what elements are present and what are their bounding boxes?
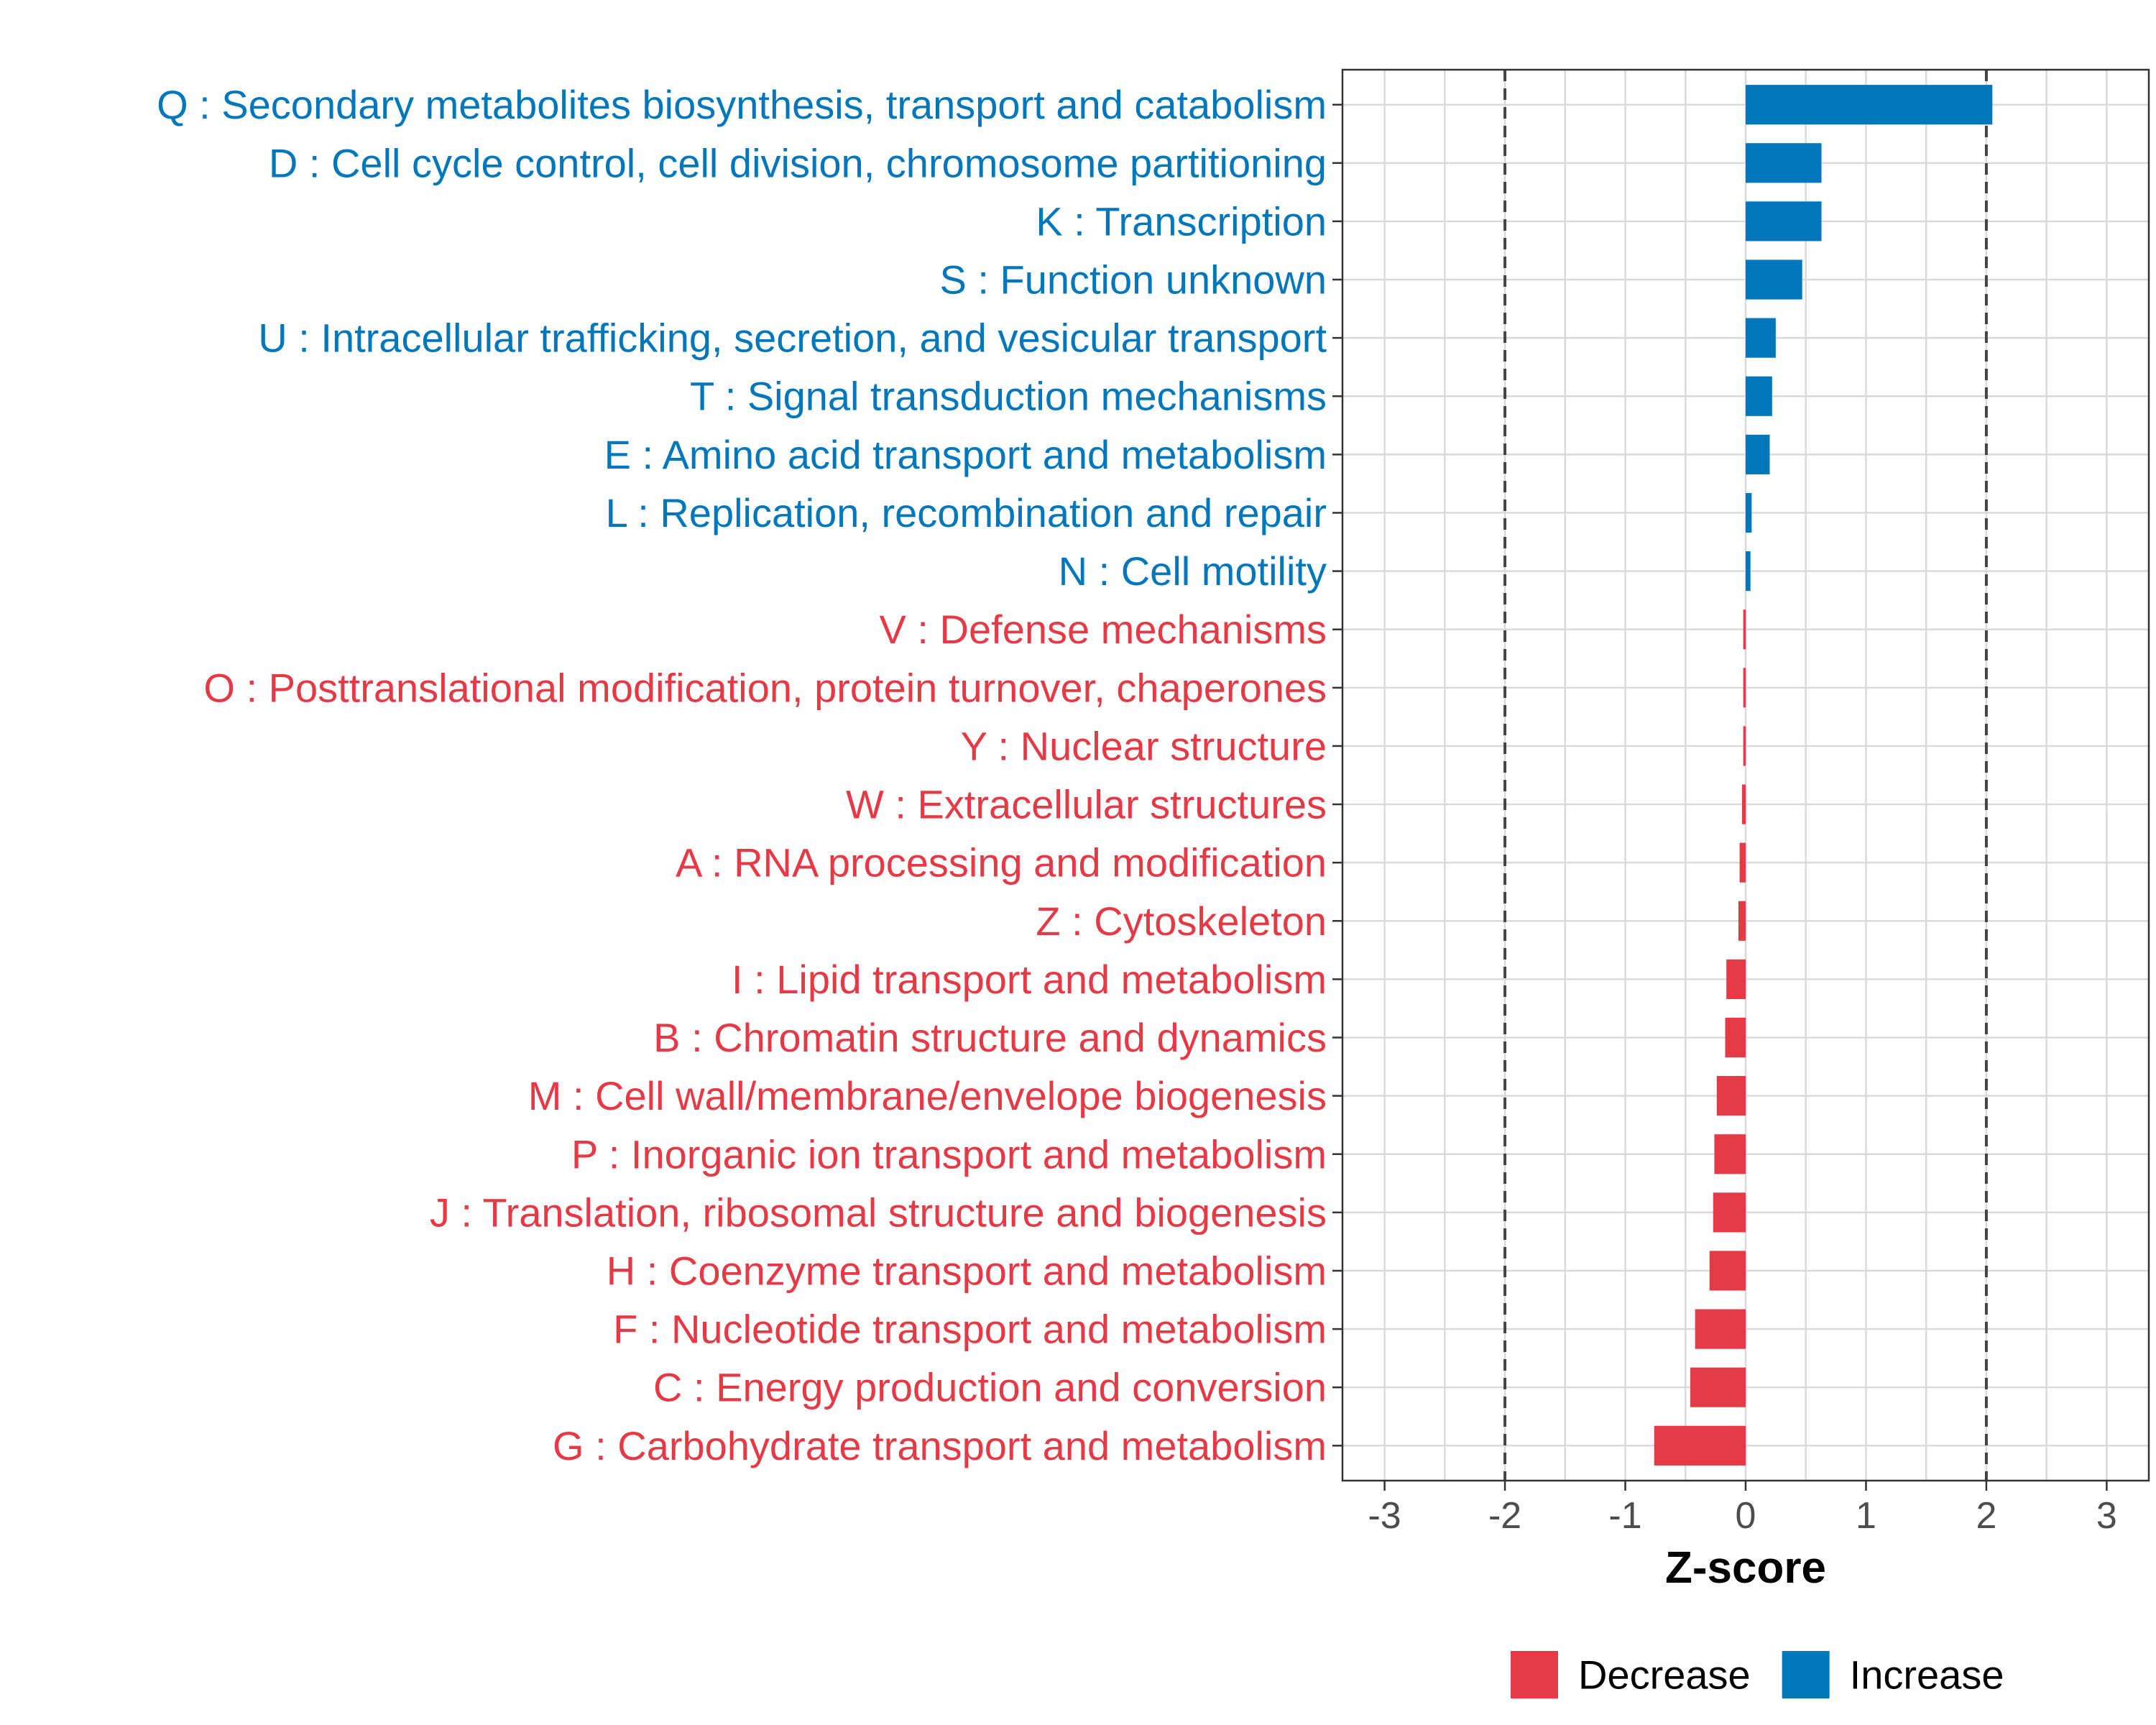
bar-i: [1726, 959, 1746, 999]
bar-j: [1713, 1192, 1746, 1233]
category-label-y: Y : Nuclear structure: [961, 723, 1327, 768]
category-label-i: I : Lipid transport and metabolism: [732, 957, 1327, 1002]
bar-a: [1739, 842, 1746, 883]
category-labels: Q : Secondary metabolites biosynthesis, …: [157, 82, 1327, 1468]
category-label-z: Z : Cytoskeleton: [1036, 898, 1327, 944]
legend-swatch-decrease: [1511, 1651, 1558, 1698]
legend-swatch-increase: [1782, 1651, 1830, 1698]
bar-m: [1716, 1076, 1746, 1116]
category-label-a: A : RNA processing and modification: [676, 840, 1327, 886]
category-label-n: N : Cell motility: [1059, 548, 1327, 594]
x-tick-label: 2: [1976, 1495, 1996, 1537]
category-label-e: E : Amino acid transport and metabolism: [604, 432, 1327, 477]
bars: [1654, 85, 1993, 1466]
category-label-f: F : Nucleotide transport and metabolism: [613, 1307, 1327, 1352]
y-axis-ticks: [1332, 104, 1342, 1447]
category-label-q: Q : Secondary metabolites biosynthesis, …: [157, 82, 1327, 127]
category-label-m: M : Cell wall/membrane/envelope biogenes…: [528, 1073, 1327, 1118]
legend-label-decrease: Decrease: [1578, 1652, 1751, 1698]
category-label-s: S : Function unknown: [939, 257, 1327, 303]
bar-d: [1746, 143, 1822, 183]
category-label-p: P : Inorganic ion transport and metaboli…: [571, 1131, 1327, 1177]
bar-w: [1741, 784, 1746, 824]
bar-p: [1714, 1134, 1746, 1174]
bar-l: [1746, 492, 1752, 533]
x-tick-label: -2: [1488, 1495, 1521, 1537]
reference-lines: [1503, 70, 1988, 1481]
x-axis-ticks: -3 -2 -1 0 1 2 3: [1368, 1481, 2117, 1537]
bar-v: [1743, 610, 1746, 650]
bar-f: [1695, 1309, 1746, 1349]
x-tick-label: 0: [1736, 1495, 1756, 1537]
bar-n: [1746, 551, 1751, 592]
bar-q: [1746, 85, 1993, 125]
bar-t: [1746, 376, 1772, 416]
category-label-h: H : Coenzyme transport and metabolism: [607, 1248, 1327, 1293]
bar-b: [1725, 1017, 1746, 1058]
bar-z: [1738, 901, 1746, 941]
bar-k: [1746, 201, 1822, 242]
category-label-w: W : Extracellular structures: [846, 782, 1327, 827]
bar-e: [1746, 434, 1770, 474]
bar-o: [1743, 668, 1746, 708]
bar-u: [1746, 318, 1776, 358]
bar-h: [1709, 1251, 1746, 1291]
x-tick-label: -3: [1368, 1495, 1401, 1537]
bar-g: [1654, 1425, 1746, 1466]
legend-label-increase: Increase: [1850, 1652, 2004, 1698]
x-axis-title: Z-score: [1665, 1543, 1826, 1593]
bar-s: [1746, 259, 1802, 300]
category-label-d: D : Cell cycle control, cell division, c…: [269, 140, 1327, 185]
category-label-c: C : Energy production and conversion: [653, 1365, 1327, 1410]
category-label-t: T : Signal transduction mechanisms: [690, 374, 1327, 419]
x-tick-label: 3: [2096, 1495, 2117, 1537]
category-label-l: L : Replication, recombination and repai…: [606, 490, 1327, 535]
bar-y: [1743, 726, 1746, 766]
bar-c: [1690, 1367, 1746, 1407]
category-label-b: B : Chromatin structure and dynamics: [653, 1015, 1327, 1060]
category-label-j: J : Translation, ribosomal structure and…: [430, 1190, 1327, 1235]
x-tick-label: -1: [1608, 1495, 1641, 1537]
category-label-u: U : Intracellular trafficking, secretion…: [258, 316, 1327, 361]
category-label-g: G : Carbohydrate transport and metabolis…: [553, 1423, 1327, 1468]
panel-border: [1341, 68, 2150, 1482]
category-label-o: O : Posttranslational modification, prot…: [203, 665, 1327, 710]
legend: Decrease Increase: [1511, 1651, 2004, 1698]
category-label-k: K : Transcription: [1036, 198, 1327, 244]
x-tick-label: 1: [1856, 1495, 1876, 1537]
category-label-v: V : Defense mechanisms: [880, 607, 1327, 652]
